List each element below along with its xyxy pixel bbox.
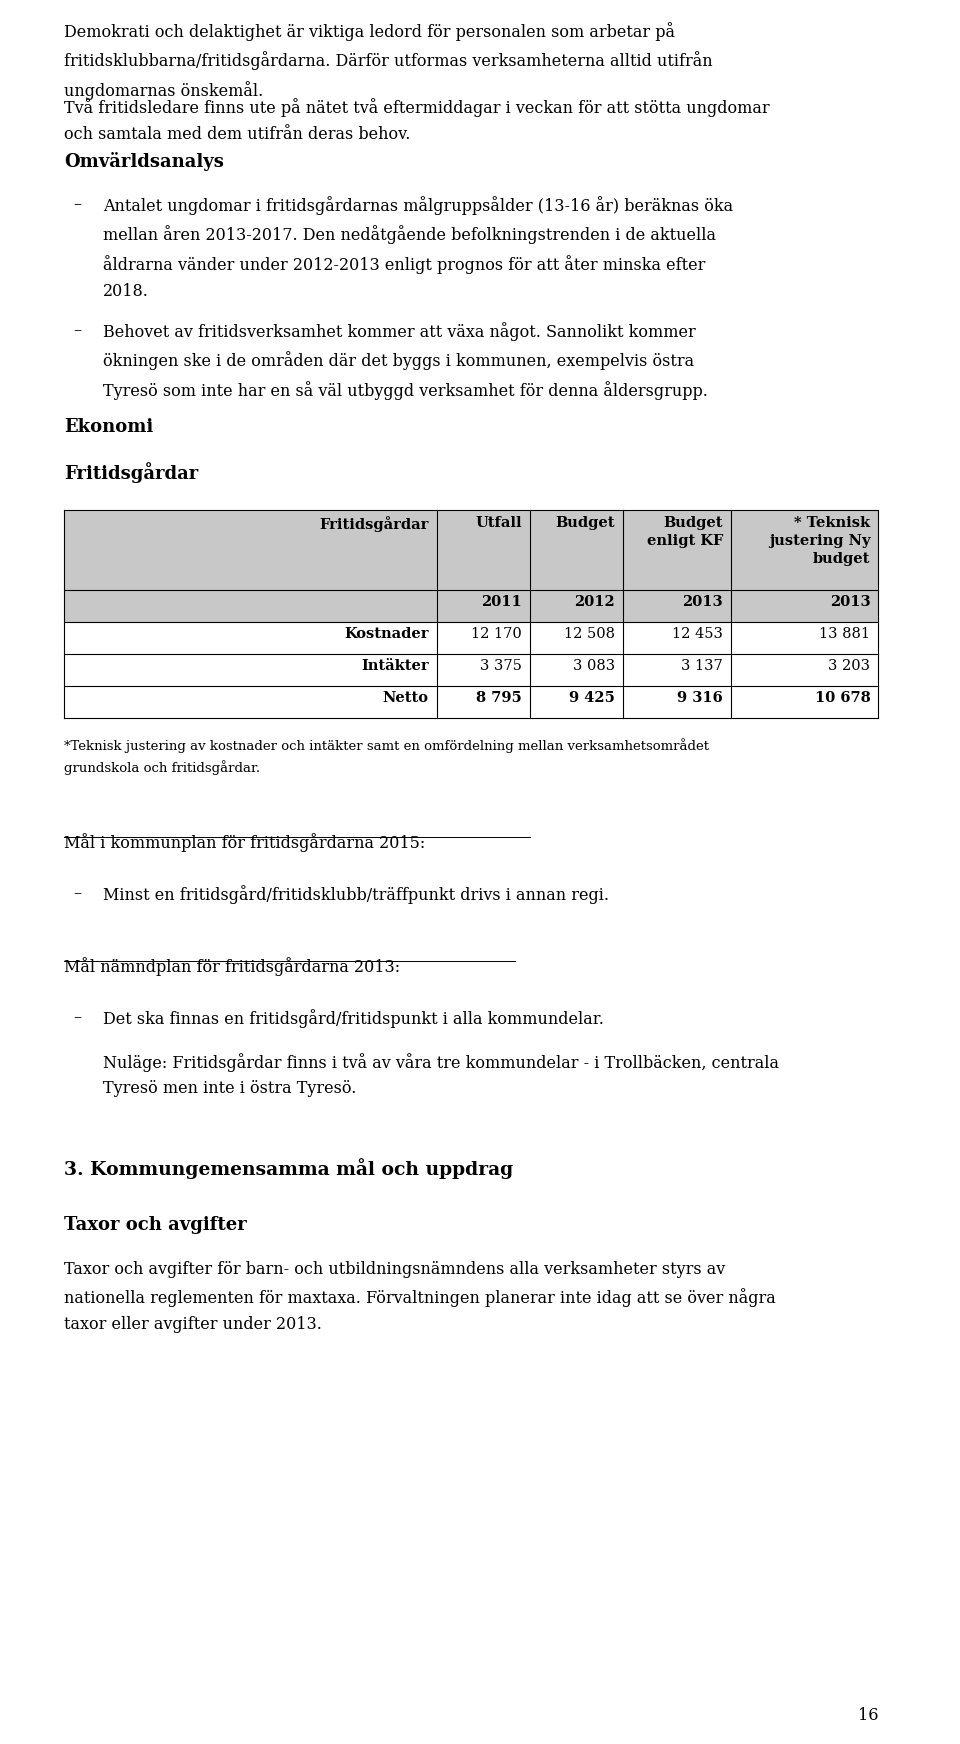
- Text: –: –: [74, 195, 82, 213]
- Text: Demokrati och delaktighet är viktiga ledord för personalen som arbetar på
fritid: Demokrati och delaktighet är viktiga led…: [63, 23, 712, 99]
- Text: *Teknisk justering av kostnader och intäkter samt en omfördelning mellan verksam: *Teknisk justering av kostnader och intä…: [63, 738, 708, 774]
- Text: 8 795: 8 795: [476, 691, 522, 705]
- Text: –: –: [74, 323, 82, 338]
- Text: * Teknisk
justering Ny
budget: * Teknisk justering Ny budget: [769, 516, 871, 565]
- Text: 3 203: 3 203: [828, 659, 871, 673]
- Bar: [63, 509, 878, 589]
- Text: 2011: 2011: [481, 595, 522, 609]
- Text: Behovet av fritidsverksamhet kommer att växa något. Sannolikt kommer
ökningen sk: Behovet av fritidsverksamhet kommer att …: [103, 323, 708, 399]
- Text: 3 137: 3 137: [682, 659, 723, 673]
- Text: Fritidsgårdar: Fritidsgårdar: [63, 462, 198, 483]
- Bar: [63, 654, 878, 685]
- Text: –: –: [74, 884, 82, 902]
- Text: 12 453: 12 453: [672, 628, 723, 642]
- Text: Antalet ungdomar i fritidsgårdarnas målgruppsålder (13-16 år) beräknas öka
mella: Antalet ungdomar i fritidsgårdarnas målg…: [103, 195, 733, 300]
- Text: Det ska finnas en fritidsgård/fritidspunkt i alla kommundelar.: Det ska finnas en fritidsgård/fritidspun…: [103, 1010, 604, 1027]
- Text: Mål nämndplan för fritidsgårdarna 2013:: Mål nämndplan för fritidsgårdarna 2013:: [63, 957, 400, 977]
- Text: Minst en fritidsgård/fritidsklubb/träffpunkt drivs i annan regi.: Minst en fritidsgård/fritidsklubb/träffp…: [103, 884, 609, 903]
- Text: Budget
enligt KF: Budget enligt KF: [647, 516, 723, 548]
- Bar: [63, 685, 878, 719]
- Bar: [63, 623, 878, 654]
- Text: 16: 16: [857, 1707, 878, 1725]
- Text: Fritidsgårdar: Fritidsgårdar: [320, 516, 429, 532]
- Text: 2012: 2012: [574, 595, 615, 609]
- Bar: [63, 589, 878, 623]
- Text: 12 170: 12 170: [471, 628, 522, 642]
- Text: 10 678: 10 678: [814, 691, 871, 705]
- Text: Omvärldsanalys: Omvärldsanalys: [63, 152, 224, 171]
- Text: 12 508: 12 508: [564, 628, 615, 642]
- Text: –: –: [74, 1010, 82, 1025]
- Text: Utfall: Utfall: [475, 516, 522, 530]
- Text: Mål i kommunplan för fritidsgårdarna 2015:: Mål i kommunplan för fritidsgårdarna 201…: [63, 834, 425, 851]
- Text: 9 316: 9 316: [678, 691, 723, 705]
- Text: Intäkter: Intäkter: [361, 659, 429, 673]
- Text: Budget: Budget: [556, 516, 615, 530]
- Text: Ekonomi: Ekonomi: [63, 419, 153, 436]
- Text: Nuläge: Fritidsgårdar finns i två av våra tre kommundelar - i Trollbäcken, centr: Nuläge: Fritidsgårdar finns i två av vår…: [103, 1053, 779, 1097]
- Text: Netto: Netto: [383, 691, 429, 705]
- Text: 3 375: 3 375: [480, 659, 522, 673]
- Text: 2013: 2013: [829, 595, 871, 609]
- Text: Taxor och avgifter: Taxor och avgifter: [63, 1216, 247, 1235]
- Text: Två fritidsledare finns ute på nätet två eftermiddagar i veckan för att stötta u: Två fritidsledare finns ute på nätet två…: [63, 98, 769, 143]
- Text: 2013: 2013: [683, 595, 723, 609]
- Text: 3. Kommungemensamma mål och uppdrag: 3. Kommungemensamma mål och uppdrag: [63, 1158, 513, 1179]
- Text: Kostnader: Kostnader: [345, 628, 429, 642]
- Text: 3 083: 3 083: [573, 659, 615, 673]
- Text: Taxor och avgifter för barn- och utbildningsnämndens alla verksamheter styrs av
: Taxor och avgifter för barn- och utbildn…: [63, 1261, 776, 1334]
- Text: 13 881: 13 881: [819, 628, 871, 642]
- Text: 9 425: 9 425: [569, 691, 615, 705]
